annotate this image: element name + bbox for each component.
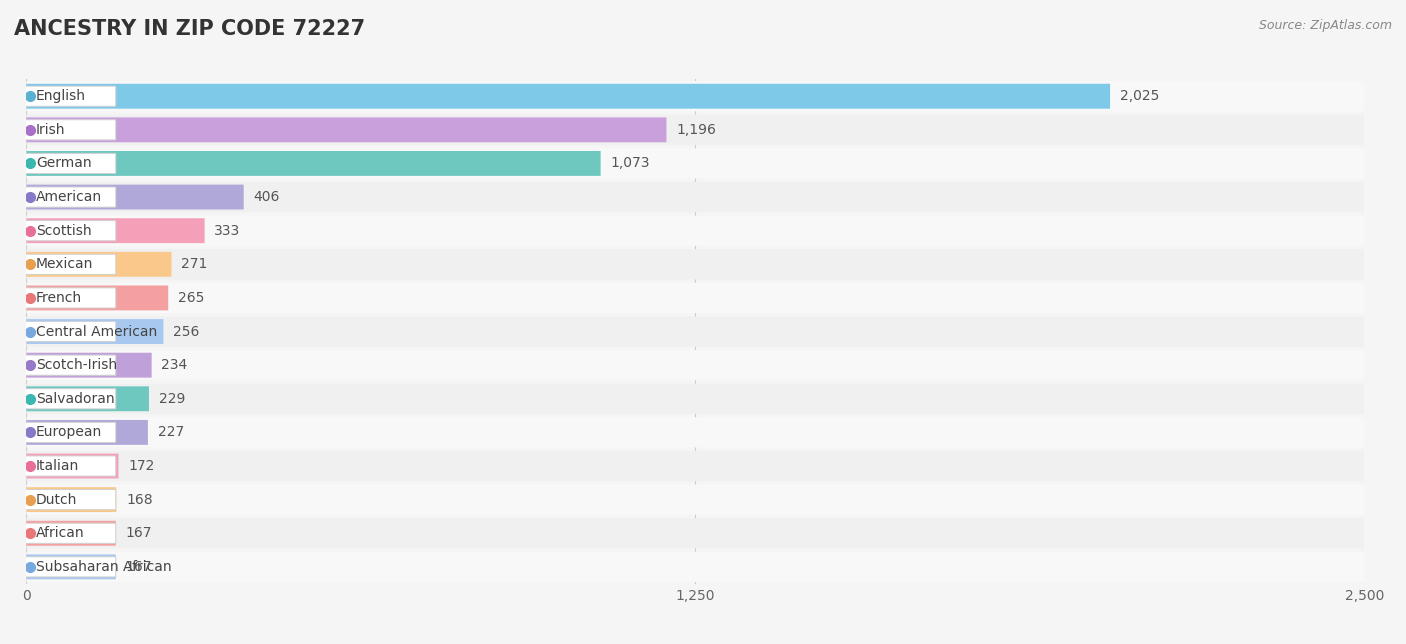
Text: Scotch-Irish: Scotch-Irish <box>37 358 117 372</box>
Text: 167: 167 <box>125 526 152 540</box>
FancyBboxPatch shape <box>22 153 115 173</box>
Text: 229: 229 <box>159 392 186 406</box>
Text: European: European <box>37 426 103 439</box>
Text: 1,196: 1,196 <box>676 123 716 137</box>
FancyBboxPatch shape <box>22 389 115 409</box>
FancyBboxPatch shape <box>22 456 115 476</box>
FancyBboxPatch shape <box>22 523 115 544</box>
Text: Subsaharan African: Subsaharan African <box>37 560 172 574</box>
Text: ANCESTRY IN ZIP CODE 72227: ANCESTRY IN ZIP CODE 72227 <box>14 19 366 39</box>
FancyBboxPatch shape <box>27 552 1364 582</box>
FancyBboxPatch shape <box>22 557 115 577</box>
FancyBboxPatch shape <box>27 488 117 512</box>
FancyBboxPatch shape <box>27 384 1364 414</box>
FancyBboxPatch shape <box>27 350 1364 381</box>
Text: English: English <box>37 90 86 103</box>
Text: 265: 265 <box>177 291 204 305</box>
Text: 172: 172 <box>128 459 155 473</box>
Text: 227: 227 <box>157 426 184 439</box>
FancyBboxPatch shape <box>27 216 1364 246</box>
FancyBboxPatch shape <box>27 117 666 142</box>
Text: Mexican: Mexican <box>37 258 93 271</box>
FancyBboxPatch shape <box>22 221 115 241</box>
Text: 1,073: 1,073 <box>610 156 650 171</box>
FancyBboxPatch shape <box>27 84 1111 109</box>
Text: 271: 271 <box>181 258 208 271</box>
FancyBboxPatch shape <box>27 518 1364 549</box>
Text: Dutch: Dutch <box>37 493 77 507</box>
FancyBboxPatch shape <box>27 285 169 310</box>
FancyBboxPatch shape <box>22 254 115 274</box>
FancyBboxPatch shape <box>22 422 115 442</box>
FancyBboxPatch shape <box>27 353 152 377</box>
FancyBboxPatch shape <box>27 521 115 545</box>
Text: German: German <box>37 156 91 171</box>
Text: 406: 406 <box>253 190 280 204</box>
Text: Salvadoran: Salvadoran <box>37 392 115 406</box>
FancyBboxPatch shape <box>27 218 205 243</box>
FancyBboxPatch shape <box>27 148 1364 178</box>
Text: Italian: Italian <box>37 459 79 473</box>
FancyBboxPatch shape <box>27 451 1364 481</box>
FancyBboxPatch shape <box>27 484 1364 515</box>
FancyBboxPatch shape <box>27 182 1364 212</box>
FancyBboxPatch shape <box>22 86 115 106</box>
Text: 167: 167 <box>125 560 152 574</box>
Text: 168: 168 <box>127 493 153 507</box>
FancyBboxPatch shape <box>27 185 243 209</box>
FancyBboxPatch shape <box>27 453 118 478</box>
FancyBboxPatch shape <box>22 187 115 207</box>
Text: 256: 256 <box>173 325 200 339</box>
FancyBboxPatch shape <box>22 288 115 308</box>
FancyBboxPatch shape <box>27 151 600 176</box>
FancyBboxPatch shape <box>22 489 115 509</box>
FancyBboxPatch shape <box>27 252 172 277</box>
FancyBboxPatch shape <box>27 417 1364 448</box>
Text: American: American <box>37 190 103 204</box>
FancyBboxPatch shape <box>27 386 149 412</box>
Text: Scottish: Scottish <box>37 223 91 238</box>
FancyBboxPatch shape <box>27 319 163 344</box>
Text: 2,025: 2,025 <box>1119 90 1159 103</box>
Text: Source: ZipAtlas.com: Source: ZipAtlas.com <box>1258 19 1392 32</box>
FancyBboxPatch shape <box>22 120 115 140</box>
Text: Irish: Irish <box>37 123 66 137</box>
FancyBboxPatch shape <box>27 249 1364 279</box>
FancyBboxPatch shape <box>27 316 1364 346</box>
Text: Central American: Central American <box>37 325 157 339</box>
FancyBboxPatch shape <box>27 115 1364 145</box>
Text: French: French <box>37 291 82 305</box>
FancyBboxPatch shape <box>22 321 115 341</box>
FancyBboxPatch shape <box>27 81 1364 111</box>
Text: 333: 333 <box>214 223 240 238</box>
Text: 234: 234 <box>162 358 187 372</box>
FancyBboxPatch shape <box>27 283 1364 313</box>
FancyBboxPatch shape <box>27 420 148 445</box>
Text: African: African <box>37 526 84 540</box>
FancyBboxPatch shape <box>27 554 115 580</box>
FancyBboxPatch shape <box>22 355 115 375</box>
